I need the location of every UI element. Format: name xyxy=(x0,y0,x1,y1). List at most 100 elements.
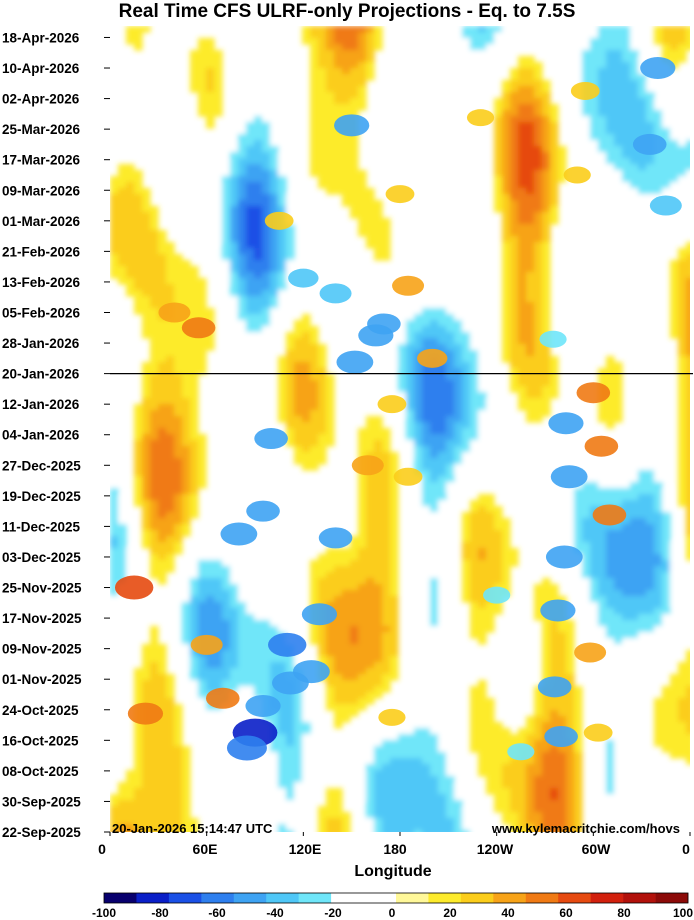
colorbar-swatch xyxy=(623,893,656,903)
feature-mark xyxy=(127,702,164,725)
colorbar-swatch xyxy=(233,893,267,903)
feature-mark xyxy=(114,575,154,600)
feature-mark xyxy=(483,586,511,604)
colorbar-tick-label: 40 xyxy=(501,906,515,920)
feature-mark xyxy=(574,642,607,663)
feature-mark xyxy=(319,283,352,304)
colorbar-swatch xyxy=(104,893,137,903)
colorbar-swatch xyxy=(396,893,429,903)
colorbar-tick-label: -100 xyxy=(92,906,116,920)
y-tick-label: 17-Mar-2026 xyxy=(2,153,81,168)
colorbar: -100 -80 -60 -40 -20 0 20 40 60 80 100 xyxy=(92,892,693,920)
y-tick-label: 22-Sep-2025 xyxy=(2,825,81,840)
feature-mark xyxy=(264,211,294,230)
colorbar-tick-label: -60 xyxy=(208,906,226,920)
feature-mark xyxy=(351,455,384,476)
y-tick-label: 30-Sep-2025 xyxy=(2,794,81,809)
y-tick-label: 21-Feb-2026 xyxy=(2,244,81,259)
feature-mark xyxy=(334,114,370,137)
feature-mark xyxy=(545,545,583,569)
y-tick-label: 05-Feb-2026 xyxy=(2,305,81,320)
feature-mark xyxy=(268,632,307,657)
feature-mark xyxy=(592,504,627,526)
y-tick-label: 13-Feb-2026 xyxy=(2,275,81,290)
y-tick-label: 01-Nov-2025 xyxy=(2,672,82,687)
feature-mark xyxy=(540,599,576,622)
feature-marks xyxy=(114,57,682,761)
colorbar-swatch xyxy=(168,893,202,903)
feature-mark xyxy=(301,603,338,626)
x-tick-label: 60W xyxy=(582,841,612,857)
y-tick-label: 25-Nov-2025 xyxy=(2,581,82,596)
y-tick-label: 20-Jan-2026 xyxy=(2,367,80,382)
feature-mark xyxy=(570,81,600,100)
feature-mark xyxy=(640,57,676,80)
colorbar-tick-label: -80 xyxy=(151,906,169,920)
feature-mark xyxy=(245,694,281,717)
website-annotation: www.kylemacritchie.com/hovs xyxy=(491,821,680,836)
feature-mark xyxy=(466,109,495,127)
colorbar-swatch xyxy=(493,893,527,903)
y-tick-label: 25-Mar-2026 xyxy=(2,122,81,137)
y-tick-label: 19-Dec-2025 xyxy=(2,489,81,504)
feature-mark xyxy=(220,522,258,546)
colorbar-swatch xyxy=(590,893,624,903)
colorbar-swatch xyxy=(363,893,397,903)
colorbar-tick-label: -40 xyxy=(266,906,284,920)
colorbar-swatch xyxy=(136,893,170,903)
timestamp-annotation: 20-Jan-2026 15:14:47 UTC xyxy=(112,821,273,836)
feature-mark xyxy=(417,348,448,368)
colorbar-swatch xyxy=(558,893,591,903)
y-tick-label: 24-Oct-2025 xyxy=(2,703,79,718)
feature-mark xyxy=(367,313,401,335)
feature-mark xyxy=(158,302,191,323)
colorbar-tick-label: 0 xyxy=(389,906,396,920)
feature-mark xyxy=(254,428,288,450)
feature-mark xyxy=(563,166,591,184)
y-tick-label: 27-Dec-2025 xyxy=(2,458,81,473)
x-tick-label: 120W xyxy=(477,841,514,857)
feature-mark xyxy=(583,723,613,742)
feature-mark xyxy=(632,133,667,155)
colorbar-swatch xyxy=(655,893,689,903)
colorbar-tick-label: 20 xyxy=(443,906,457,920)
colorbar-swatch xyxy=(331,893,364,903)
feature-mark xyxy=(190,634,223,655)
y-tick-label: 03-Dec-2025 xyxy=(2,550,81,565)
y-tick-label: 11-Dec-2025 xyxy=(2,519,81,534)
x-tick-label: 0 xyxy=(98,841,106,857)
y-tick-label: 16-Oct-2025 xyxy=(2,733,79,748)
feature-mark xyxy=(584,435,619,457)
colorbar-tick-label: 100 xyxy=(673,906,693,920)
feature-mark xyxy=(378,708,406,726)
feature-mark xyxy=(336,350,374,374)
y-tick-label: 18-Apr-2026 xyxy=(2,30,80,45)
feature-mark xyxy=(181,317,216,339)
colorbar-swatch xyxy=(525,893,559,903)
colorbar-frame xyxy=(103,892,689,904)
feature-mark xyxy=(246,500,280,522)
feature-mark xyxy=(544,726,578,748)
colorbar-swatch xyxy=(298,893,332,903)
y-tick-label: 09-Nov-2025 xyxy=(2,642,82,657)
feature-mark xyxy=(226,735,267,761)
y-axis-ticks: 22-Sep-2025 30-Sep-2025 08-Oct-2025 16-Oct-… xyxy=(2,30,110,840)
chart-title: Real Time CFS ULRF-only Projections - Eq… xyxy=(119,1,576,22)
y-tick-label: 10-Apr-2026 xyxy=(2,61,80,76)
y-tick-label: 08-Oct-2025 xyxy=(2,764,79,779)
x-tick-label: 180 xyxy=(383,841,407,857)
colorbar-swatch xyxy=(428,893,462,903)
feature-mark xyxy=(318,527,353,549)
feature-mark xyxy=(507,743,535,761)
colorbar-tick-label: 60 xyxy=(559,906,573,920)
x-tick-label: 120E xyxy=(289,841,322,857)
y-tick-label: 09-Mar-2026 xyxy=(2,183,81,198)
feature-mark xyxy=(292,660,330,684)
feature-mark xyxy=(539,330,567,348)
feature-mark xyxy=(288,268,319,288)
feature-mark xyxy=(548,412,584,435)
feature-mark xyxy=(392,275,425,296)
feature-mark xyxy=(537,676,572,698)
x-axis-ticks: 0 60E 120E 180 120W 60W 0 xyxy=(98,832,691,857)
